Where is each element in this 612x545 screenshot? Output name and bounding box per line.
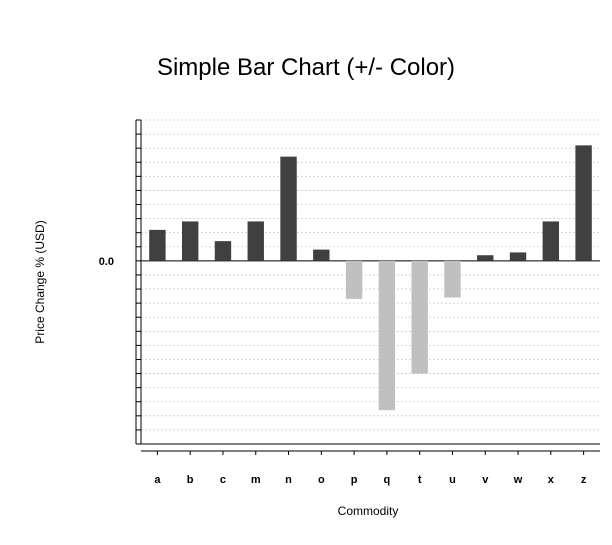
x-axis-label: Commodity <box>338 504 399 518</box>
bar-a <box>149 229 166 261</box>
x-tick-label-b: b <box>187 474 194 486</box>
x-tick-label-p: p <box>351 474 358 486</box>
bar-w <box>509 252 527 261</box>
axes <box>135 119 600 455</box>
x-tick-label-n: n <box>285 474 292 486</box>
y-axis-label: Price Change % (USD) <box>33 220 47 343</box>
bar-p <box>345 260 363 299</box>
bars <box>149 145 592 411</box>
y-tick-label: 0.0 <box>99 256 114 268</box>
tick-labels: 0.0 a b c m n o p q t u v w x z <box>99 256 587 486</box>
bar-b <box>181 221 199 261</box>
x-tick-label-m: m <box>251 474 261 486</box>
chart-title: Simple Bar Chart (+/- Color) <box>157 54 455 81</box>
bar-c <box>214 241 232 261</box>
bar-o <box>313 249 330 261</box>
x-tick-label-o: o <box>318 474 325 486</box>
bar-v <box>477 255 494 261</box>
bar-z <box>575 145 592 261</box>
x-tick-label-x: x <box>548 474 555 486</box>
bar-t <box>411 260 428 374</box>
x-tick-label-c: c <box>220 474 226 486</box>
bar-m <box>247 221 264 261</box>
bar-q <box>378 260 396 411</box>
x-tick-label-v: v <box>482 474 489 486</box>
bar-x <box>542 221 560 261</box>
x-tick-label-z: z <box>581 474 587 486</box>
x-tick-label-w: w <box>513 474 523 486</box>
bar-n <box>280 156 297 261</box>
x-tick-label-q: q <box>384 474 391 486</box>
x-tick-label-t: t <box>418 474 422 486</box>
bar-u <box>444 260 461 298</box>
x-tick-label-u: u <box>449 474 456 486</box>
x-tick-label-a: a <box>154 474 161 486</box>
grid-lines <box>141 119 600 445</box>
